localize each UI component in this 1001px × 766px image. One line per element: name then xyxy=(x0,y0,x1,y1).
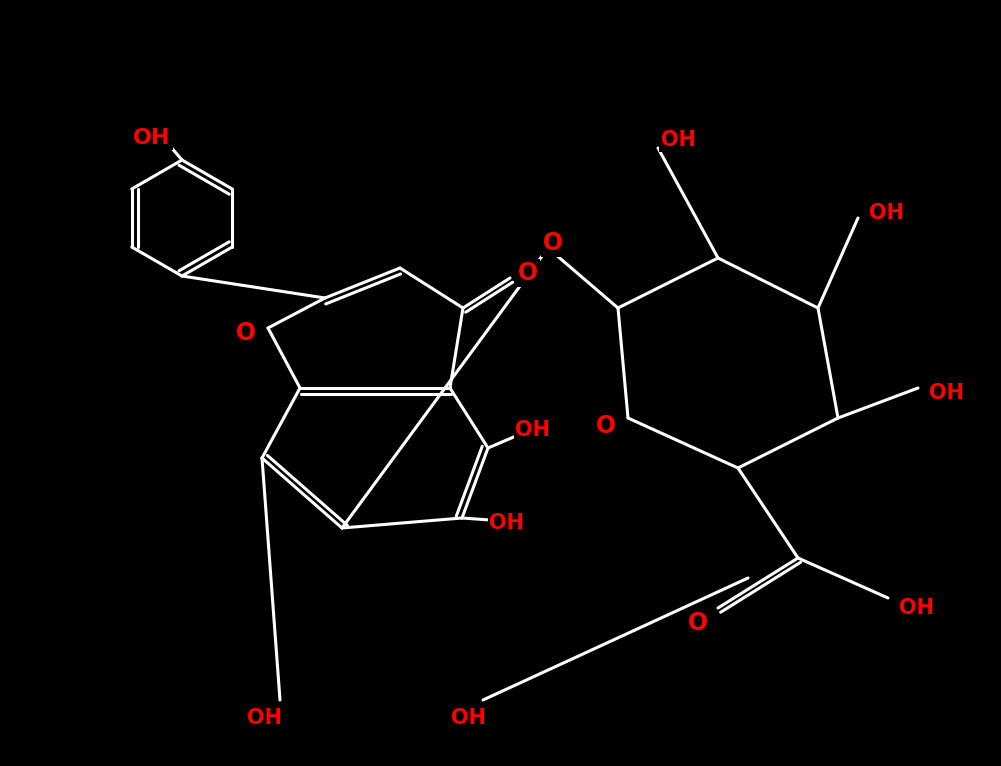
Text: OH: OH xyxy=(661,130,696,150)
Text: O: O xyxy=(518,261,539,285)
Text: OH: OH xyxy=(869,203,904,223)
Text: OH: OH xyxy=(516,420,551,440)
Text: O: O xyxy=(236,321,256,345)
Text: OH: OH xyxy=(899,598,934,618)
Text: OH: OH xyxy=(247,708,282,728)
Text: OH: OH xyxy=(133,128,171,148)
Text: O: O xyxy=(688,611,708,635)
Text: OH: OH xyxy=(450,708,485,728)
Text: O: O xyxy=(596,414,616,438)
Text: OH: OH xyxy=(929,383,964,403)
Text: OH: OH xyxy=(489,513,525,533)
Text: O: O xyxy=(543,231,563,255)
